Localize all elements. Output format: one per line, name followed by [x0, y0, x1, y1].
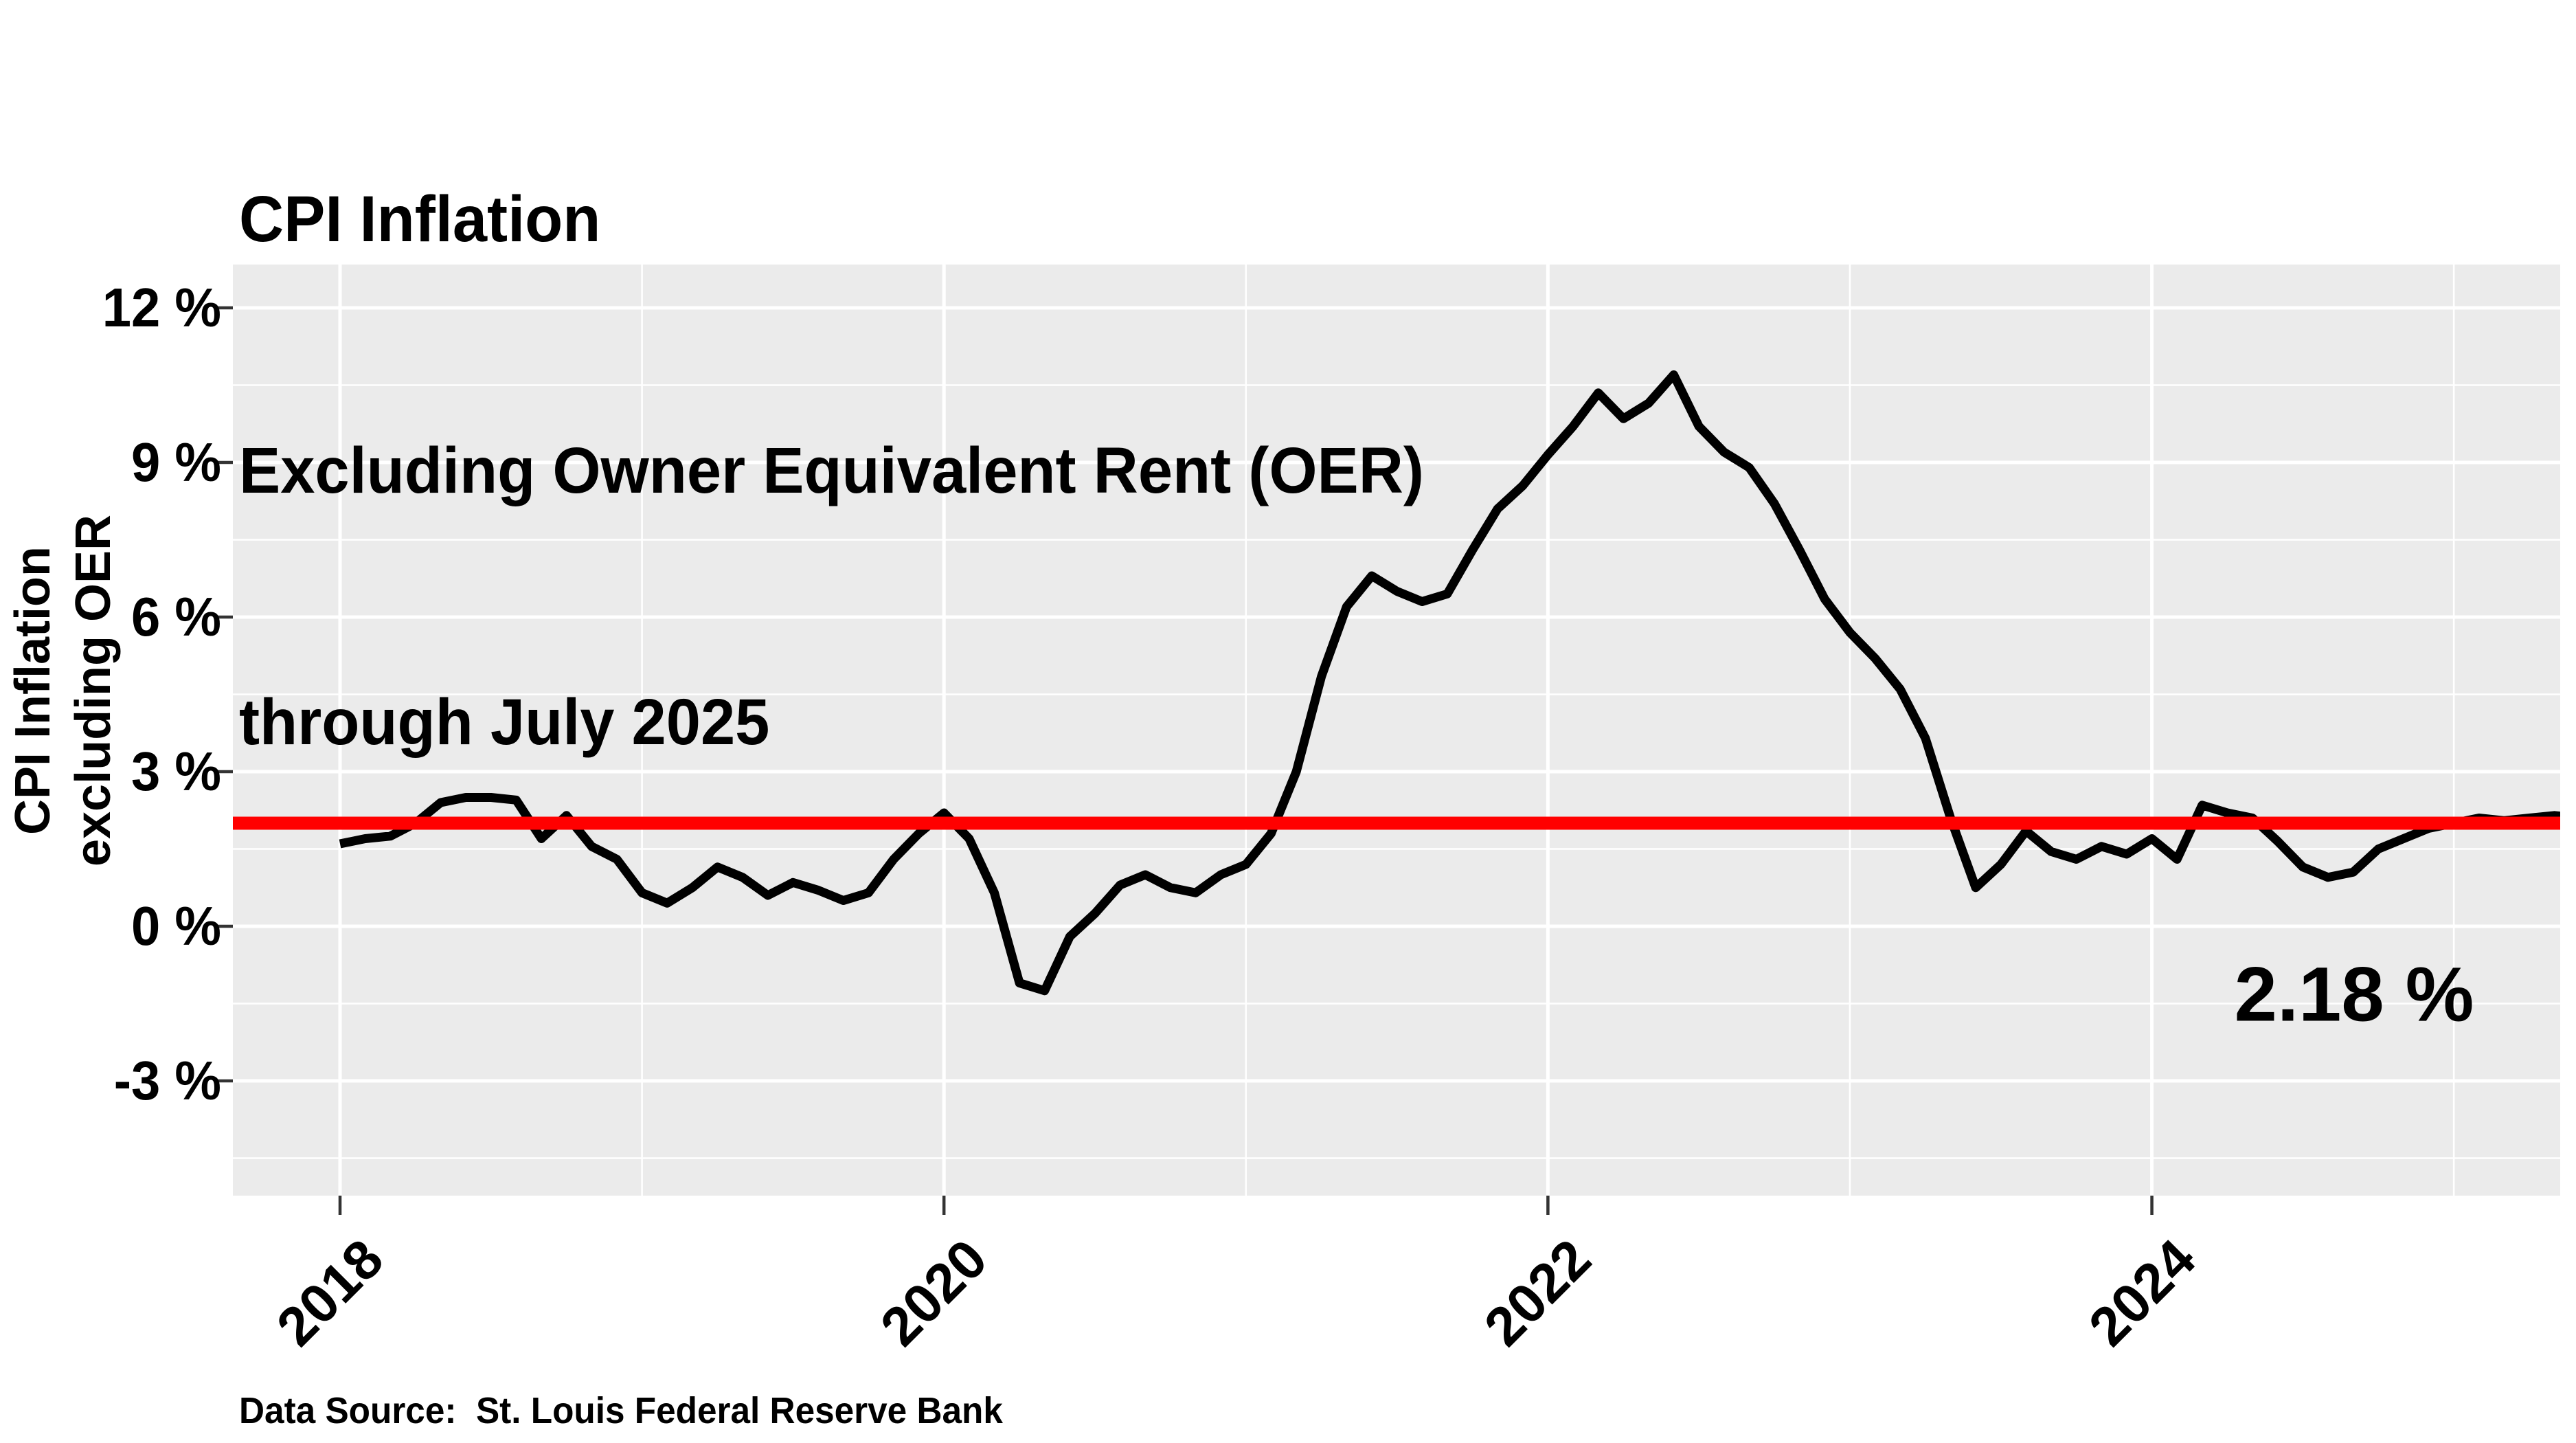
y-axis-title: CPI Inflation excluding OER: [3, 515, 124, 866]
annotation-last-value: 2.18 %: [2234, 951, 2474, 1038]
chart-title-line1: CPI Inflation: [239, 183, 601, 256]
chart-title-line3: through July 2025: [239, 686, 770, 759]
caption-line1: Data Source: St. Louis Federal Reserve B…: [239, 1390, 1003, 1431]
y-axis-title-line1: CPI Inflation: [5, 546, 60, 835]
y-axis-title-line2: excluding OER: [66, 514, 121, 867]
panel-background: [233, 265, 2560, 1196]
y-tick-label-9: 9 %: [131, 432, 221, 493]
y-tick-label-12: 12 %: [102, 277, 221, 338]
chart-title-line2: Excluding Owner Equivalent Rent (OER): [239, 434, 1424, 507]
chart-title: CPI Inflation Excluding Owner Equivalent…: [239, 10, 1424, 932]
data-line-cpi-ex-oer: [339, 370, 2560, 996]
y-tick-label-3: 3 %: [131, 741, 221, 802]
y-tick-label-neg3: -3 %: [113, 1050, 221, 1111]
y-tick-label-6: 6 %: [131, 586, 221, 647]
caption: Data Source: St. Louis Federal Reserve B…: [239, 1296, 1003, 1443]
y-tick-label-0: 0 %: [131, 895, 221, 957]
